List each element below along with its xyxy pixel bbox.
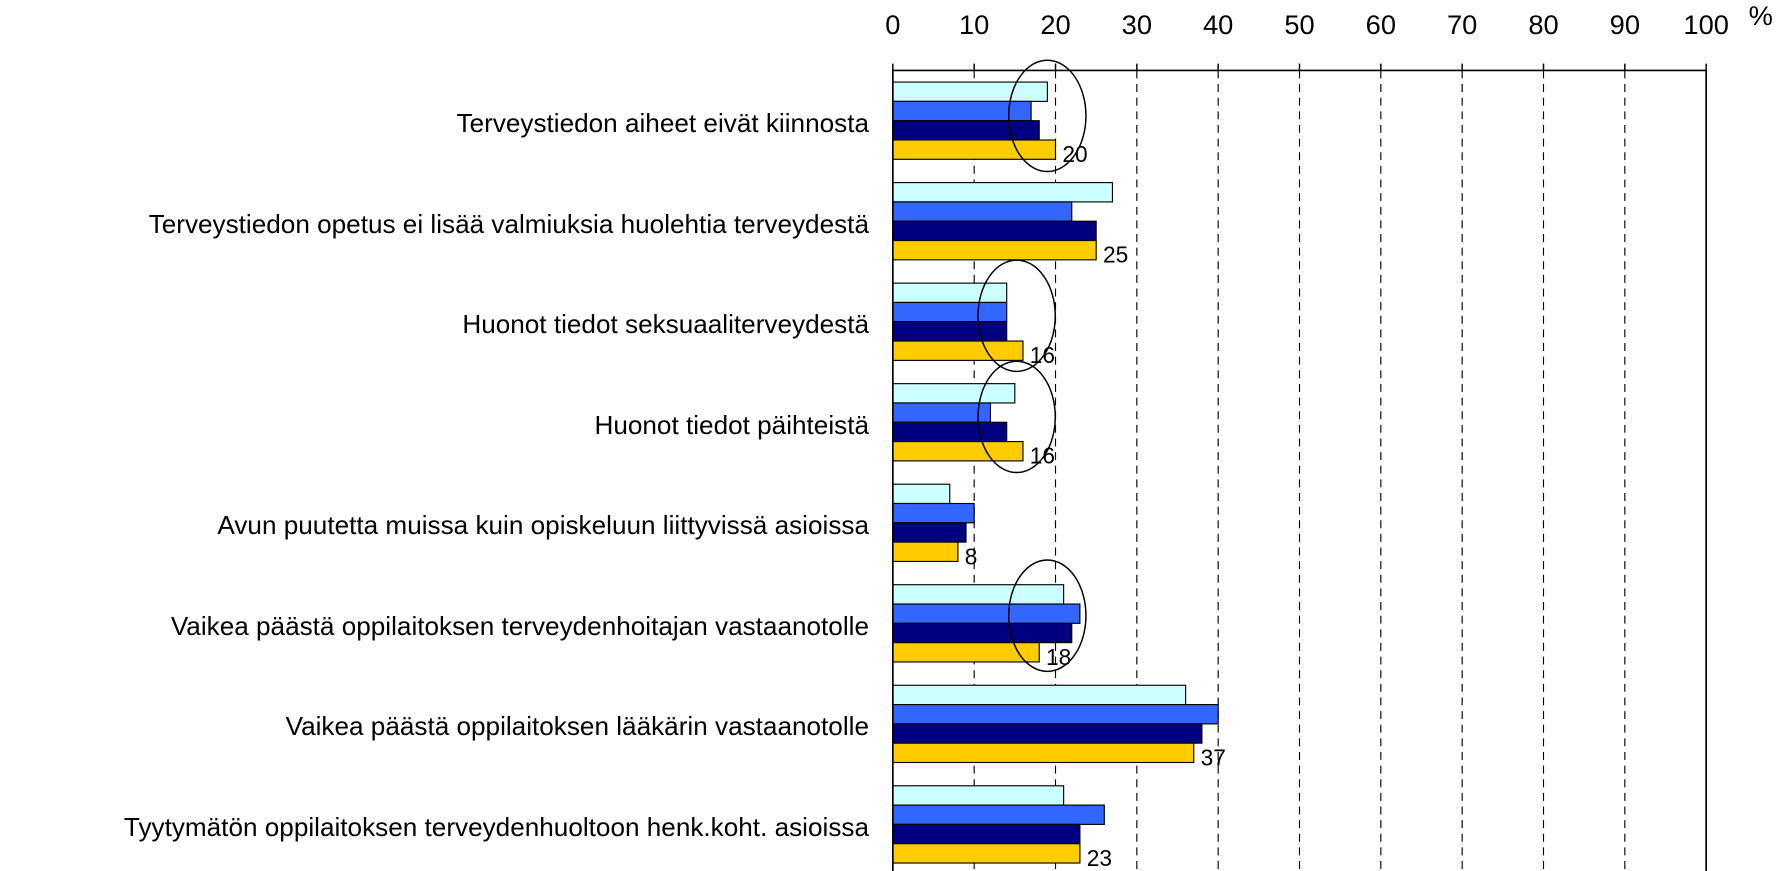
x-tick-label: 30: [1122, 9, 1152, 40]
annotation-ellipses: [977, 59, 1087, 673]
bar: [892, 483, 951, 505]
bar: [892, 321, 1008, 342]
category-label: Terveystiedon opetus ei lisää valmiuksia…: [148, 208, 869, 239]
bar: [892, 541, 959, 563]
bar: [892, 220, 1097, 242]
bar: [892, 239, 1097, 261]
category-label: Avun puutetta muissa kuin opiskeluun lii…: [217, 510, 869, 540]
ellipse: [977, 259, 1057, 373]
bar: [892, 804, 1105, 825]
bar: [892, 843, 1081, 864]
bar: [892, 502, 975, 524]
x-tick-label: 50: [1284, 9, 1314, 40]
bar: [892, 100, 1032, 122]
bar: [892, 282, 1008, 304]
category-label: Tyytymätön oppilaitoksen terveydenhuolto…: [123, 811, 869, 842]
bar: [892, 642, 1040, 663]
x-unit: %: [1749, 0, 1773, 31]
bar: [892, 182, 1114, 203]
x-tick-label: 60: [1366, 9, 1396, 40]
x-tick-label: 70: [1447, 9, 1477, 40]
bar: [892, 81, 1048, 102]
bar: [892, 742, 1195, 764]
bar: [892, 603, 1081, 624]
bar: [892, 402, 992, 423]
bar: [892, 301, 1008, 323]
ellipse: [977, 360, 1057, 474]
x-tick-label: 20: [1040, 9, 1070, 40]
category-label: Vaikea päästä oppilaitoksen lääkärin vas…: [285, 711, 869, 741]
data-label: 8: [965, 543, 978, 569]
bar: [892, 584, 1065, 605]
x-tick-label: 10: [959, 9, 989, 40]
data-label: 18: [1046, 644, 1071, 670]
bar: [892, 139, 1057, 160]
x-tick-label: 80: [1528, 9, 1558, 40]
data-label: 37: [1201, 744, 1226, 770]
bar: [892, 522, 967, 543]
ellipse: [1007, 559, 1087, 673]
bar: [892, 340, 1024, 361]
x-tick-label: 0: [885, 9, 900, 40]
bar: [892, 441, 1024, 462]
bar: [892, 723, 1203, 744]
category-label: Huonot tiedot seksuaaliterveydestä: [462, 309, 869, 339]
bar: [892, 684, 1187, 706]
category-label: Huonot tiedot päihteistä: [594, 409, 869, 440]
bar: [892, 703, 1219, 725]
data-label: 23: [1087, 845, 1112, 871]
category-label: Vaikea päästä oppilaitoksen terveydenhoi…: [170, 610, 869, 641]
bar: [892, 823, 1081, 845]
data-label: 25: [1103, 242, 1128, 268]
bar: [892, 383, 1016, 404]
bar: [892, 622, 1073, 644]
bar: [892, 120, 1040, 141]
data-label: 16: [1030, 342, 1055, 368]
x-tick-label: 90: [1610, 9, 1640, 40]
data-label: 16: [1030, 443, 1055, 469]
bar: [892, 201, 1073, 222]
x-tick-label: 40: [1203, 9, 1233, 40]
bar: [892, 785, 1065, 806]
bar: [892, 421, 1008, 443]
ellipse: [1007, 59, 1087, 173]
x-tick-label: 100: [1683, 9, 1728, 40]
category-label: Terveystiedon aiheet eivät kiinnosta: [456, 108, 869, 138]
